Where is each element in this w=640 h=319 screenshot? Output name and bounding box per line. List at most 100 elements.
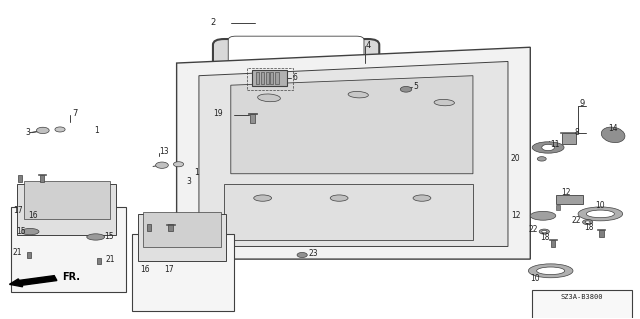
Bar: [132, 234, 234, 311]
Text: 15: 15: [104, 233, 115, 241]
Text: 11: 11: [550, 140, 560, 149]
Bar: [550, 240, 555, 247]
Bar: [248, 113, 257, 114]
Bar: [24, 181, 109, 219]
Circle shape: [582, 219, 593, 225]
Text: 17: 17: [13, 206, 22, 215]
Bar: [597, 229, 605, 230]
Text: 16: 16: [140, 265, 150, 274]
Text: SZ3A-B3800: SZ3A-B3800: [560, 294, 602, 300]
Text: 23: 23: [308, 249, 318, 258]
Circle shape: [55, 127, 65, 132]
Text: 22: 22: [529, 225, 538, 234]
Text: 12: 12: [511, 211, 521, 220]
Ellipse shape: [537, 267, 564, 275]
Text: 4: 4: [366, 41, 371, 49]
Bar: [38, 174, 46, 175]
FancyBboxPatch shape: [228, 36, 364, 72]
Text: 19: 19: [214, 109, 223, 118]
Bar: [27, 252, 31, 257]
Text: 8: 8: [575, 128, 580, 137]
Circle shape: [541, 144, 554, 151]
Text: 10: 10: [596, 201, 605, 210]
Text: 3: 3: [186, 177, 191, 186]
Bar: [275, 71, 278, 84]
Text: 21: 21: [105, 255, 115, 263]
Polygon shape: [199, 62, 508, 247]
Bar: [97, 258, 100, 264]
Ellipse shape: [348, 92, 369, 98]
Text: 17: 17: [164, 265, 173, 274]
Polygon shape: [231, 76, 473, 174]
Text: 1: 1: [194, 168, 198, 177]
Text: 18: 18: [540, 234, 549, 242]
Ellipse shape: [253, 195, 271, 201]
Text: 21: 21: [12, 248, 22, 257]
Circle shape: [585, 221, 590, 223]
Text: 3: 3: [26, 128, 31, 137]
Circle shape: [540, 229, 549, 234]
Bar: [168, 224, 173, 231]
Text: 14: 14: [608, 124, 618, 133]
Text: 15: 15: [16, 227, 26, 236]
Bar: [548, 239, 557, 241]
Bar: [252, 70, 287, 86]
Bar: [599, 230, 604, 237]
Bar: [40, 175, 44, 182]
Bar: [255, 71, 259, 84]
Ellipse shape: [531, 211, 556, 220]
Ellipse shape: [258, 94, 280, 102]
Bar: [166, 224, 175, 225]
Text: 9: 9: [579, 99, 584, 108]
Polygon shape: [177, 47, 531, 259]
Circle shape: [538, 157, 546, 161]
Text: 2: 2: [211, 19, 216, 27]
Text: 1: 1: [94, 126, 99, 135]
Ellipse shape: [586, 210, 614, 218]
Bar: [18, 175, 22, 182]
Bar: [270, 71, 273, 84]
Bar: [11, 207, 125, 292]
Text: 6: 6: [292, 73, 298, 82]
Ellipse shape: [434, 100, 454, 106]
Ellipse shape: [529, 264, 573, 278]
Circle shape: [156, 162, 168, 168]
Bar: [246, 68, 292, 90]
Circle shape: [400, 86, 412, 92]
Text: 16: 16: [28, 211, 38, 220]
FancyBboxPatch shape: [213, 39, 380, 87]
Circle shape: [173, 162, 184, 167]
Circle shape: [541, 230, 547, 233]
Text: 7: 7: [72, 109, 77, 118]
Text: FR.: FR.: [62, 272, 80, 282]
Ellipse shape: [532, 142, 564, 153]
Text: 18: 18: [584, 223, 594, 232]
Bar: [532, 290, 632, 319]
Bar: [562, 133, 576, 144]
Ellipse shape: [413, 195, 431, 201]
Circle shape: [36, 127, 49, 134]
Bar: [556, 195, 582, 204]
Bar: [266, 71, 269, 84]
Circle shape: [297, 252, 307, 257]
Bar: [560, 132, 578, 133]
Text: 10: 10: [530, 274, 540, 283]
Text: 22: 22: [572, 216, 581, 225]
Ellipse shape: [578, 207, 623, 221]
Bar: [556, 205, 560, 210]
Bar: [138, 214, 227, 261]
Bar: [143, 212, 221, 248]
Bar: [147, 224, 151, 231]
Ellipse shape: [21, 228, 39, 235]
FancyArrow shape: [10, 276, 57, 287]
Bar: [250, 114, 255, 122]
Ellipse shape: [330, 195, 348, 201]
Text: 12: 12: [561, 188, 570, 197]
Polygon shape: [225, 184, 473, 240]
Bar: [17, 184, 116, 235]
Ellipse shape: [87, 234, 104, 240]
Text: 5: 5: [413, 82, 419, 91]
Ellipse shape: [602, 127, 625, 143]
Text: 13: 13: [159, 147, 169, 156]
Text: 20: 20: [511, 154, 520, 163]
